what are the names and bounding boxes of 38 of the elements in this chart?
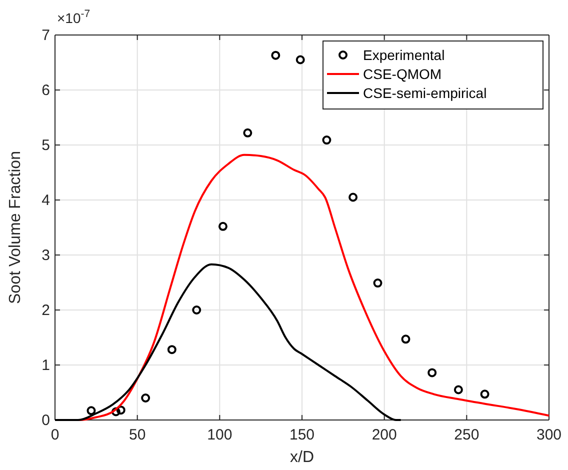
point — [454, 385, 463, 394]
point — [116, 406, 126, 415]
point — [348, 192, 358, 202]
point — [192, 306, 202, 314]
x-tick-label: 300 — [536, 426, 562, 444]
legend-label: Experimental — [363, 47, 445, 63]
x-tick-label: 150 — [289, 426, 315, 444]
x-tick-label: 50 — [128, 426, 146, 444]
y-tick-label: 3 — [42, 246, 50, 264]
y-tick-label: 5 — [42, 136, 50, 154]
y-tick-label: 4 — [42, 192, 50, 209]
legend-label: CSE-semi-empirical — [363, 85, 487, 101]
x-tick-label: 100 — [207, 426, 232, 444]
point — [167, 345, 176, 354]
x-axis-title: x/D — [290, 449, 314, 466]
point — [480, 390, 490, 399]
line-series — [54, 263, 402, 421]
point — [141, 394, 150, 402]
y-tick-label: 2 — [42, 302, 50, 319]
point — [111, 407, 120, 416]
y-axis-title: Soot Volume Fraction — [7, 151, 24, 304]
point — [401, 334, 410, 344]
point — [271, 50, 280, 60]
point — [322, 136, 332, 145]
y-tick-label: 7 — [42, 26, 50, 44]
point — [373, 278, 382, 288]
point — [296, 55, 305, 64]
point — [218, 222, 228, 231]
y-tick-label: 6 — [42, 82, 50, 99]
text: ×10$^{-7}$ — [57, 8, 90, 26]
point — [243, 128, 252, 138]
x-tick-label: 250 — [454, 426, 480, 444]
point — [86, 406, 96, 416]
legend-label: CSE-QMOM — [363, 66, 442, 82]
x-tick-label: 200 — [372, 426, 397, 444]
point — [428, 368, 437, 378]
y-tick-label: 1 — [42, 356, 50, 374]
y-tick-label: 0 — [42, 412, 50, 429]
